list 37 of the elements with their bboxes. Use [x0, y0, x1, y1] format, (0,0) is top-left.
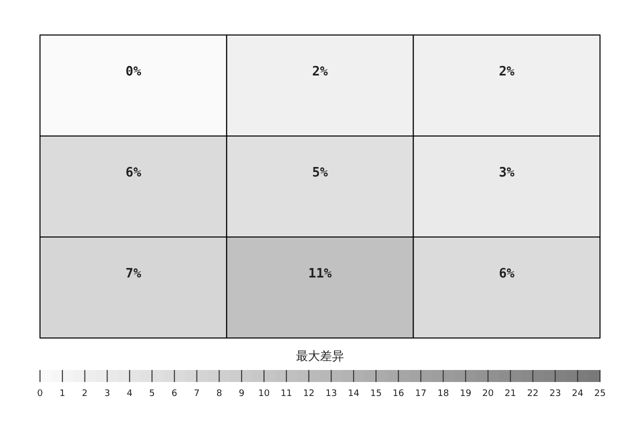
color-bar-label: 25	[594, 389, 606, 399]
color-bar-label: 24	[572, 389, 584, 399]
data-label: 0%	[126, 64, 142, 80]
color-bar-label: 2	[82, 389, 88, 399]
color-bar-label: 12	[303, 389, 315, 399]
color-bar-label: 15	[370, 389, 382, 399]
color-bar-label: 14	[348, 389, 360, 399]
color-bar-label: 10	[258, 389, 270, 399]
color-bar-label: 3	[104, 389, 110, 399]
color-bar-label: 5	[149, 389, 155, 399]
color-bar-label: 20	[482, 389, 494, 399]
color-bar-label: 13	[325, 389, 337, 399]
color-bar-label: 22	[527, 389, 539, 399]
data-label: 3%	[498, 165, 515, 180]
color-bar-label: 19	[460, 389, 472, 399]
color-bar-label: 7	[194, 389, 200, 399]
color-bar-label: 0	[37, 389, 44, 399]
color-bar-label: 4	[126, 389, 133, 399]
colorbar: 0 1 2 3 4 5 6 7 8 9 10 11 12 13 14 15 16 17 18 19 20 21 22 23 24 25	[37, 370, 606, 399]
color-bar-title: 最大差异	[296, 349, 344, 363]
data-label: 2%	[498, 64, 515, 80]
color-bar-label: 6	[172, 389, 178, 399]
data-label: 6%	[126, 165, 142, 180]
data-label: 11%	[308, 266, 332, 282]
color-bar-label: 8	[216, 389, 222, 399]
color-bar-label: 16	[392, 389, 404, 399]
data-label: 2%	[312, 64, 328, 80]
color-bar-label: 17	[415, 389, 427, 399]
color-bar-label: 18	[437, 389, 450, 399]
color-bar-label: 23	[549, 389, 561, 399]
color-bar-label: 9	[238, 389, 245, 399]
color-bar-label: 1	[60, 389, 66, 399]
color-bar-label: 21	[504, 389, 516, 399]
data-label: 6%	[498, 266, 515, 282]
color-bar-label: 11	[280, 389, 292, 399]
data-label: 5%	[312, 165, 328, 180]
data-label: 7%	[126, 266, 142, 282]
